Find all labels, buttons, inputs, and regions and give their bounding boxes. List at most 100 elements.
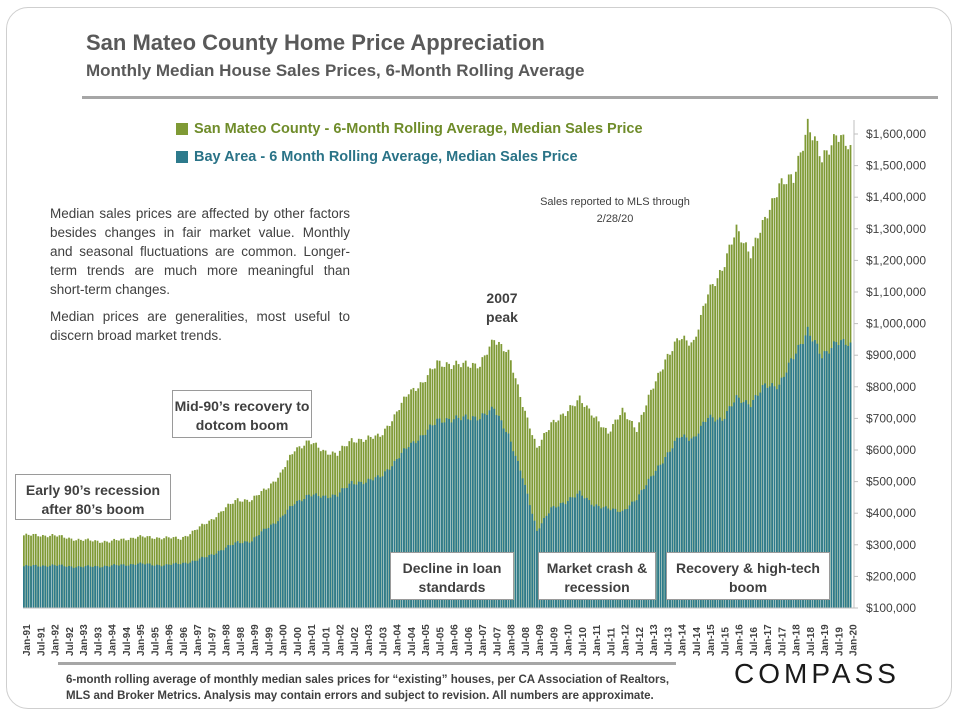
bay-area-bar [388, 469, 391, 608]
disclaimer-box: Median sales prices are affected by othe… [44, 204, 350, 359]
bay-area-bar [355, 484, 358, 608]
bay-area-bar [457, 417, 460, 608]
y-tick-label: $700,000 [866, 411, 916, 425]
bay-area-bar [816, 343, 819, 608]
bay-area-bar [286, 509, 289, 608]
bay-area-bar [467, 419, 469, 608]
bay-area-bar [129, 564, 132, 608]
x-tick-label: Jan-93 [79, 624, 90, 656]
bay-area-bar [163, 565, 165, 608]
bay-area-bar [253, 537, 256, 608]
bay-area-bar [324, 495, 327, 608]
x-tick-label: Jul-13 [663, 627, 674, 656]
bay-area-bar [296, 501, 298, 608]
x-tick-label: Jan-92 [51, 624, 62, 656]
bay-area-bar [716, 419, 719, 608]
bay-area-bar [49, 565, 51, 608]
bay-area-bar [96, 566, 99, 608]
x-tick-label: Jan-17 [763, 624, 774, 656]
x-tick-label: Jan-98 [222, 624, 233, 656]
bay-area-bar [61, 564, 63, 608]
bay-area-bar [331, 494, 334, 608]
bay-area-bar [58, 564, 61, 608]
bay-area-bar [474, 416, 477, 608]
bay-area-bar [113, 564, 116, 608]
bay-area-bar [398, 458, 401, 608]
bay-area-bar [177, 564, 180, 608]
bay-area-bar [108, 566, 111, 608]
bay-area-bar [702, 421, 705, 608]
bay-area-bar [825, 351, 828, 608]
bay-area-bar [721, 420, 724, 608]
annotation-early-90s: Early 90’s recession after 80’s boom [15, 474, 171, 520]
bay-area-bar [431, 425, 434, 608]
bay-area-bar [353, 484, 355, 608]
bay-area-bar [842, 338, 845, 608]
legend-swatch-san-mateo [176, 123, 188, 135]
x-tick-label: Jan-91 [22, 624, 33, 656]
bay-area-bar [210, 554, 213, 608]
bay-area-bar [348, 483, 351, 608]
bay-area-bar [196, 560, 199, 608]
bay-area-bar [735, 395, 738, 608]
x-tick-label: Jul-00 [293, 627, 304, 656]
bay-area-bar [642, 489, 645, 608]
bay-area-bar [258, 535, 260, 608]
bay-area-bar [445, 418, 448, 608]
bay-area-bar [536, 530, 538, 608]
annotation-mid-90s: Mid-90’s recovery to dotcom boom [172, 390, 312, 438]
bay-area-bar [215, 553, 218, 608]
bay-area-bar [759, 392, 762, 608]
bay-area-bar [381, 476, 384, 608]
bay-area-bar [312, 494, 315, 608]
x-tick-label: Jul-14 [692, 627, 703, 656]
chart-title: San Mateo County Home Price Appreciation [86, 30, 545, 55]
bay-area-bar [676, 437, 678, 608]
bay-area-bar [528, 505, 531, 608]
bay-area-bar [103, 565, 106, 608]
x-tick-label: Jul-16 [749, 627, 760, 656]
bay-area-bar [300, 501, 303, 608]
bay-area-bar [730, 406, 733, 608]
x-tick-label: Jul-99 [264, 627, 275, 656]
x-tick-label: Jan-00 [279, 624, 290, 656]
bay-area-bar [393, 461, 396, 608]
bay-area-bar [91, 567, 94, 608]
bay-area-bar [262, 528, 265, 608]
bay-area-bar [526, 493, 529, 608]
bay-area-bar [498, 415, 500, 608]
x-tick-label: Jul-09 [549, 627, 560, 656]
bay-area-bar [156, 564, 158, 608]
bay-area-bar [410, 442, 412, 608]
bay-area-bar [804, 335, 807, 608]
bay-area-bar [305, 494, 308, 608]
x-tick-label: Jan-95 [136, 624, 147, 656]
bay-area-bar [125, 565, 127, 608]
bay-area-bar [293, 504, 296, 608]
bay-area-bar [847, 345, 850, 608]
bay-area-bar [374, 477, 377, 608]
x-tick-label: Jul-97 [207, 627, 218, 656]
x-tick-label: Jan-02 [336, 624, 347, 656]
bay-area-bar [754, 395, 757, 608]
y-tick-label: $1,100,000 [866, 285, 926, 299]
x-tick-label: Jan-07 [478, 624, 489, 656]
bay-area-bar [479, 419, 481, 608]
bay-area-bar [688, 440, 690, 608]
bay-area-bar [322, 495, 325, 608]
x-tick-label: Jan-08 [507, 624, 518, 656]
bay-area-bar [652, 475, 655, 608]
bay-area-bar [118, 565, 120, 608]
bay-area-bar [424, 434, 427, 608]
bay-area-bar [82, 567, 85, 608]
bay-area-bar [422, 435, 424, 608]
bay-area-bar [68, 565, 70, 608]
bay-area-bar [840, 340, 842, 608]
bay-area-bar [417, 440, 420, 608]
x-tick-label: Jul-01 [321, 627, 332, 656]
bay-area-bar [346, 487, 348, 608]
x-tick-label: Jan-13 [649, 624, 660, 656]
annotation-recovery: Recovery & high-tech boom [666, 552, 830, 600]
bay-area-bar [334, 494, 336, 608]
bay-area-bar [502, 428, 505, 608]
